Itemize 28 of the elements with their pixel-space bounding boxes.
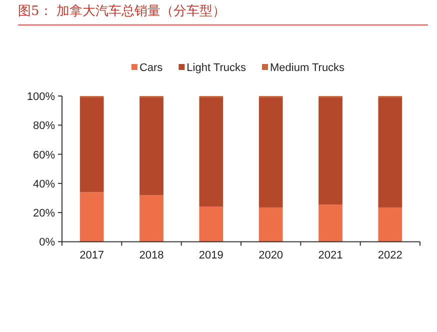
legend-label: Light Trucks bbox=[186, 62, 246, 74]
bar bbox=[199, 97, 224, 207]
legend-label: Medium Trucks bbox=[270, 62, 346, 74]
bar bbox=[80, 192, 104, 242]
x-tick-label: 2018 bbox=[139, 250, 164, 262]
legend-label: Cars bbox=[139, 62, 164, 74]
bar bbox=[258, 97, 283, 208]
bar bbox=[80, 97, 104, 192]
y-tick-label: 100% bbox=[26, 91, 56, 103]
y-tick-label: 60% bbox=[32, 149, 56, 162]
bar bbox=[318, 97, 342, 205]
bar bbox=[318, 204, 342, 242]
y-tick-label: 20% bbox=[32, 208, 56, 220]
x-tick-label: 2019 bbox=[198, 250, 224, 262]
x-tick-label: 2021 bbox=[318, 250, 343, 262]
x-tick-label: 2017 bbox=[80, 250, 104, 262]
chart-title: 图5： 加拿大汽车总销量（分车型） bbox=[18, 4, 226, 19]
bar bbox=[378, 207, 402, 242]
bar bbox=[258, 207, 283, 242]
y-tick-label: 0% bbox=[39, 236, 56, 249]
bar bbox=[378, 97, 402, 208]
bar bbox=[140, 195, 164, 242]
bar bbox=[140, 97, 164, 196]
y-tick-label: 40% bbox=[32, 178, 56, 190]
y-tick-label: 80% bbox=[32, 120, 56, 132]
x-tick-label: 2020 bbox=[258, 250, 284, 262]
x-tick-label: 2022 bbox=[378, 250, 402, 262]
bar bbox=[199, 206, 224, 242]
